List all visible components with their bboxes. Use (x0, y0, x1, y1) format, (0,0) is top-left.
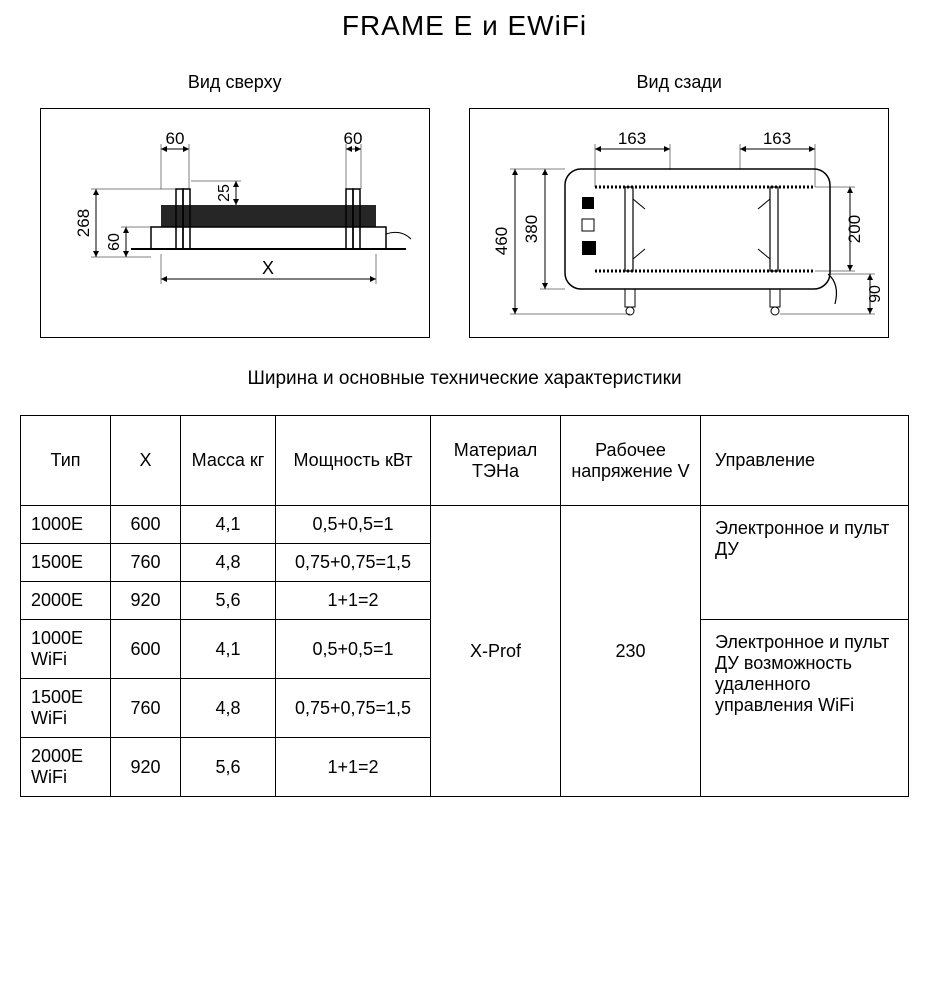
dim-25: 25 (216, 184, 233, 202)
cell-type: 2000E (21, 582, 111, 620)
top-view-label: Вид сверху (40, 72, 430, 93)
cell-x: 920 (111, 582, 181, 620)
cell-type: 1000E WiFi (21, 620, 111, 679)
cell-type: 1000E (21, 506, 111, 544)
cell-mass: 4,1 (181, 620, 276, 679)
cell-x: 920 (111, 738, 181, 797)
subtitle: Ширина и основные технические характерис… (20, 368, 909, 390)
header-x: X (111, 416, 181, 506)
dim-380: 380 (522, 215, 541, 243)
cell-x: 600 (111, 620, 181, 679)
cell-power: 0,75+0,75=1,5 (276, 679, 431, 738)
top-view-frame: 60 60 268 60 (40, 108, 430, 338)
header-control: Управление (701, 416, 909, 506)
cell-mass: 5,6 (181, 582, 276, 620)
dim-268: 268 (74, 209, 93, 237)
specs-table: Тип X Масса кг Мощность кВт Материал ТЭН… (20, 415, 909, 797)
dim-163a: 163 (618, 129, 646, 148)
cell-power: 0,5+0,5=1 (276, 506, 431, 544)
cell-type: 1500E (21, 544, 111, 582)
top-view-svg: 60 60 268 60 (41, 109, 431, 339)
dim-x: X (262, 258, 274, 278)
dim-163b: 163 (763, 129, 791, 148)
cell-mass: 4,8 (181, 544, 276, 582)
table-row: 1000E 600 4,1 0,5+0,5=1 X-Prof 230 Элект… (21, 506, 909, 544)
cell-control-e: Электронное и пульт ДУ (701, 506, 909, 620)
cell-power: 0,75+0,75=1,5 (276, 544, 431, 582)
cell-type: 2000E WiFi (21, 738, 111, 797)
table-header-row: Тип X Масса кг Мощность кВт Материал ТЭН… (21, 416, 909, 506)
top-view-block: Вид сверху 60 (40, 72, 430, 338)
cell-mass: 5,6 (181, 738, 276, 797)
header-type: Тип (21, 416, 111, 506)
dim-460: 460 (492, 227, 511, 255)
dim-200: 200 (845, 215, 864, 243)
cell-type: 1500E WiFi (21, 679, 111, 738)
cell-x: 760 (111, 679, 181, 738)
dim-90: 90 (867, 285, 884, 303)
cell-power: 1+1=2 (276, 582, 431, 620)
page-title: FRAME E и EWiFi (20, 10, 909, 42)
cell-mass: 4,1 (181, 506, 276, 544)
header-power: Мощность кВт (276, 416, 431, 506)
dim-60-left: 60 (165, 129, 184, 148)
dim-v60: 60 (106, 233, 123, 251)
cell-power: 1+1=2 (276, 738, 431, 797)
cell-material: X-Prof (431, 506, 561, 797)
header-voltage: Рабочее напряжение V (561, 416, 701, 506)
header-material: Материал ТЭНа (431, 416, 561, 506)
dim-60-right: 60 (343, 129, 362, 148)
rear-view-block: Вид сзади (469, 72, 889, 338)
header-mass: Масса кг (181, 416, 276, 506)
cell-x: 600 (111, 506, 181, 544)
cell-mass: 4,8 (181, 679, 276, 738)
cell-voltage: 230 (561, 506, 701, 797)
rear-view-frame: 163 163 460 380 (469, 108, 889, 338)
diagrams-row: Вид сверху 60 (20, 72, 909, 338)
cell-power: 0,5+0,5=1 (276, 620, 431, 679)
cell-x: 760 (111, 544, 181, 582)
rear-view-label: Вид сзади (469, 72, 889, 93)
cell-control-wifi: Электронное и пульт ДУ возможность удале… (701, 620, 909, 797)
rear-view-svg: 163 163 460 380 (470, 109, 890, 339)
